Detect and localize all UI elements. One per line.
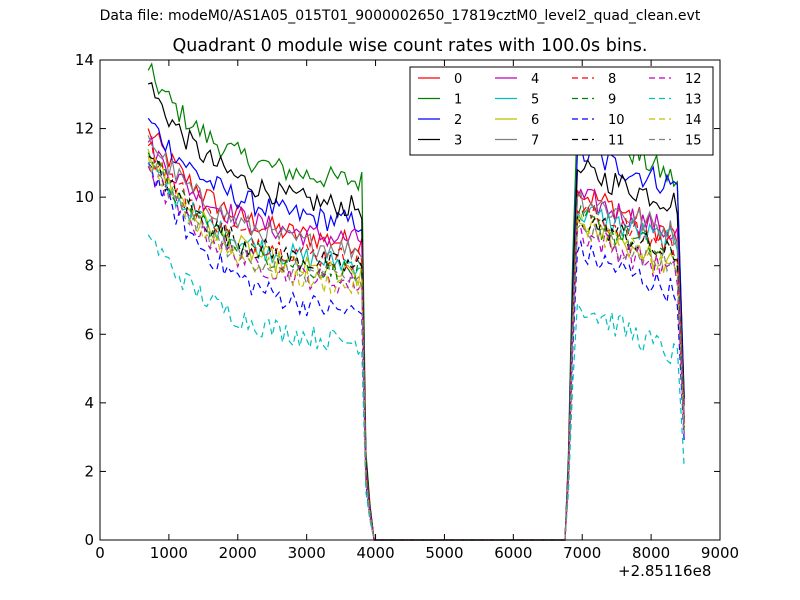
series-line-2: [147, 117, 685, 541]
series-line-10: [147, 162, 685, 541]
y-tick-label: 12: [75, 120, 94, 138]
x-tick-label: 6000: [494, 544, 532, 562]
series-line-9: [147, 152, 685, 541]
series-line-0: [147, 128, 685, 541]
series-line-13: [147, 234, 685, 541]
series-lines: [147, 62, 685, 541]
x-tick-label: 1000: [150, 544, 188, 562]
x-tick-label: 4000: [356, 544, 394, 562]
series-line-8: [147, 141, 685, 541]
y-tick-label: 14: [75, 51, 94, 69]
y-tick-label: 8: [84, 257, 94, 275]
legend-label-13: 13: [685, 93, 702, 108]
y-tick-label: 6: [84, 325, 94, 343]
legend-label-10: 10: [608, 113, 625, 128]
legend-box: [409, 66, 714, 156]
series-line-14: [147, 155, 685, 541]
x-tick-label: 3000: [288, 544, 326, 562]
x-tick-label: 5000: [425, 544, 463, 562]
x-tick-label: 7000: [563, 544, 601, 562]
y-tick-label: 4: [84, 394, 94, 412]
series-line-7: [147, 135, 685, 541]
x-tick-label: 9000: [701, 544, 739, 562]
y-tick-label: 0: [84, 531, 94, 549]
series-line-4: [147, 135, 685, 541]
y-tick-label: 10: [75, 188, 94, 206]
legend-label-6: 6: [531, 113, 539, 128]
series-line-6: [147, 148, 685, 541]
axes-frame: [99, 59, 721, 541]
legend-label-4: 4: [531, 72, 539, 87]
x-tick-label: 2000: [219, 544, 257, 562]
legend-label-14: 14: [685, 113, 702, 128]
legend-label-8: 8: [608, 72, 616, 87]
series-line-12: [147, 166, 685, 541]
series-line-11: [147, 155, 685, 541]
y-tick-label: 2: [84, 462, 94, 480]
x-axis-offset-label: +2.85116e8: [618, 562, 712, 580]
legend-label-3: 3: [454, 134, 462, 149]
legend-label-1: 1: [454, 93, 462, 108]
x-tick-label: 0: [95, 544, 105, 562]
legend-label-2: 2: [454, 113, 462, 128]
x-tick-label: 8000: [632, 544, 670, 562]
legend-label-15: 15: [685, 134, 702, 149]
series-line-3: [148, 82, 685, 541]
legend-label-11: 11: [608, 134, 625, 149]
series-line-5: [148, 161, 685, 541]
series-line-15: [147, 162, 685, 541]
chart-title: Quadrant 0 module wise count rates with …: [172, 36, 648, 56]
legend-label-0: 0: [454, 72, 462, 87]
legend-label-12: 12: [685, 72, 702, 87]
figure-suptitle: Data file: modeM0/AS1A05_015T01_90000026…: [99, 8, 701, 24]
legend-label-9: 9: [608, 93, 616, 108]
legend-label-7: 7: [531, 134, 539, 149]
axis-ticks: 0 1000 2000 3000 4000 5000 6000 7000 8000 9000 0 2 4…: [75, 51, 739, 562]
legend-label-5: 5: [531, 93, 539, 108]
